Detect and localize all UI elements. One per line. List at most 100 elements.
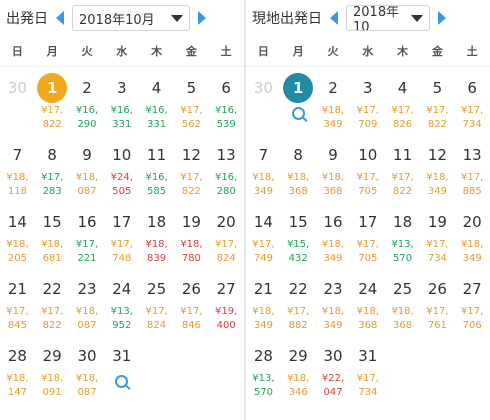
weekday-wed: 水 [116, 45, 128, 58]
day-price: ¥17, 822 [426, 105, 449, 130]
day-cell[interactable]: 14 ¥18, 205 [0, 201, 35, 268]
day-price: ¥16, 331 [145, 105, 168, 130]
day-cell[interactable]: 27 ¥19, 400 [209, 268, 244, 335]
day-cell[interactable]: 28 ¥13, 570 [246, 335, 281, 402]
day-cell[interactable]: 13 ¥16, 280 [209, 134, 244, 201]
day-cell[interactable]: 8 ¥18, 368 [281, 134, 316, 201]
day-cell[interactable]: 11 ¥16, 585 [139, 134, 174, 201]
day-number: 26 [181, 280, 201, 298]
next-month-arrow-icon[interactable] [438, 11, 446, 25]
day-cell[interactable]: 23 ¥18, 349 [316, 268, 351, 335]
day-cell[interactable]: 5 ¥17, 822 [420, 67, 455, 134]
departure-date-label: 出発日 [6, 11, 48, 27]
day-cell[interactable]: 30 ¥18, 087 [70, 335, 105, 402]
day-cell[interactable]: 12 ¥18, 349 [420, 134, 455, 201]
day-cell[interactable]: 24 ¥18, 368 [350, 268, 385, 335]
day-cell[interactable]: 19 ¥17, 734 [420, 201, 455, 268]
day-number: 2 [328, 79, 338, 97]
calendar-header: 現地出発日 2018年10 [246, 0, 490, 36]
day-cell[interactable]: 9 ¥18, 087 [70, 134, 105, 201]
day-number: 13 [216, 146, 236, 164]
day-cell[interactable]: 17 ¥17, 705 [350, 201, 385, 268]
day-number: 18 [147, 213, 167, 231]
day-cell[interactable]: 3 ¥17, 709 [350, 67, 385, 134]
day-cell[interactable]: 28 ¥18, 147 [0, 335, 35, 402]
day-cell[interactable]: 1 [281, 67, 316, 134]
day-cell[interactable]: 13 ¥17, 885 [455, 134, 490, 201]
day-cell[interactable]: 24 ¥13, 952 [104, 268, 139, 335]
day-cell[interactable]: 17 ¥17, 748 [104, 201, 139, 268]
panel-divider [244, 0, 246, 420]
prev-month-arrow-icon[interactable] [56, 11, 64, 25]
day-price: ¥15, 432 [287, 239, 310, 264]
day-cell[interactable]: 3 ¥16, 331 [104, 67, 139, 134]
day-cell[interactable]: 22 ¥17, 882 [281, 268, 316, 335]
day-price: ¥17, 748 [110, 239, 133, 264]
day-cell[interactable]: 7 ¥18, 349 [246, 134, 281, 201]
day-cell[interactable]: 16 ¥18, 349 [316, 201, 351, 268]
day-cell[interactable]: 1 ¥17, 822 [35, 67, 70, 134]
day-cell[interactable]: 26 ¥17, 846 [174, 268, 209, 335]
search-icon[interactable] [291, 107, 305, 120]
day-cell[interactable]: 21 ¥18, 349 [246, 268, 281, 335]
day-price: ¥17, 734 [461, 105, 484, 130]
day-cell[interactable]: 7 ¥18, 118 [0, 134, 35, 201]
search-icon[interactable] [115, 375, 129, 388]
prev-month-arrow-icon[interactable] [330, 11, 338, 25]
day-cell[interactable]: 2 ¥16, 290 [70, 67, 105, 134]
day-cell[interactable]: 2 ¥18, 349 [316, 67, 351, 134]
day-cell[interactable]: 31 ¥17, 734 [350, 335, 385, 402]
day-number: 25 [147, 280, 167, 298]
day-cell[interactable]: 12 ¥17, 822 [174, 134, 209, 201]
day-cell[interactable]: 4 ¥17, 826 [385, 67, 420, 134]
day-cell[interactable]: 20 ¥18, 349 [455, 201, 490, 268]
day-price: ¥18, 349 [252, 306, 275, 331]
day-cell[interactable]: 15 ¥15, 432 [281, 201, 316, 268]
day-price: ¥17, 734 [356, 373, 379, 398]
day-cell[interactable]: 23 ¥18, 087 [70, 268, 105, 335]
day-cell[interactable]: 14 ¥17, 749 [246, 201, 281, 268]
day-cell[interactable]: 21 ¥17, 845 [0, 268, 35, 335]
departure-calendar: 出発日 2018年10月 日 月 火 水 木 金 土 30 1 ¥17, 822 2 ¥… [0, 0, 244, 420]
day-cell[interactable]: 8 ¥17, 283 [35, 134, 70, 201]
day-cell[interactable]: 10 ¥24, 505 [104, 134, 139, 201]
calendar-header: 出発日 2018年10月 [0, 0, 244, 36]
day-cell[interactable]: 20 ¥17, 824 [209, 201, 244, 268]
day-cell[interactable]: 4 ¥16, 331 [139, 67, 174, 134]
day-cell[interactable]: 29 ¥18, 091 [35, 335, 70, 402]
day-cell[interactable]: 26 ¥17, 761 [420, 268, 455, 335]
chevron-down-icon [171, 14, 183, 22]
day-cell[interactable]: 18 ¥13, 570 [385, 201, 420, 268]
day-cell[interactable]: 25 ¥17, 824 [139, 268, 174, 335]
day-cell[interactable]: 10 ¥17, 705 [350, 134, 385, 201]
day-cell[interactable]: 30 ¥22, 047 [316, 335, 351, 402]
day-number: 30 [323, 347, 343, 365]
day-cell[interactable]: 29 ¥18, 346 [281, 335, 316, 402]
day-cell[interactable]: 25 ¥18, 368 [385, 268, 420, 335]
day-cell[interactable]: 9 ¥18, 368 [316, 134, 351, 201]
day-number: 16 [77, 213, 97, 231]
day-cell[interactable]: 6 ¥17, 734 [455, 67, 490, 134]
weekday-thu: 木 [397, 45, 409, 58]
day-cell[interactable]: 22 ¥17, 822 [35, 268, 70, 335]
day-number: 3 [363, 79, 373, 97]
day-cell[interactable]: 31 [104, 335, 139, 402]
day-number: 8 [47, 146, 57, 164]
day-price: ¥18, 368 [391, 306, 414, 331]
month-select[interactable]: 2018年10 [346, 5, 430, 31]
day-price: ¥17, 734 [426, 239, 449, 264]
day-cell[interactable]: 11 ¥17, 822 [385, 134, 420, 201]
day-cell[interactable]: 15 ¥18, 681 [35, 201, 70, 268]
day-price: ¥18, 091 [41, 373, 64, 398]
next-month-arrow-icon[interactable] [198, 11, 206, 25]
day-cell[interactable]: 6 ¥16, 539 [209, 67, 244, 134]
weekday-tue: 火 [81, 45, 93, 58]
month-select-value: 2018年10月 [79, 12, 155, 28]
day-cell[interactable]: 19 ¥18, 780 [174, 201, 209, 268]
day-cell[interactable]: 16 ¥17, 221 [70, 201, 105, 268]
day-cell[interactable]: 27 ¥17, 706 [455, 268, 490, 335]
month-select[interactable]: 2018年10月 [72, 5, 190, 31]
day-number: 14 [253, 213, 273, 231]
day-cell[interactable]: 18 ¥18, 839 [139, 201, 174, 268]
day-cell[interactable]: 5 ¥17, 562 [174, 67, 209, 134]
